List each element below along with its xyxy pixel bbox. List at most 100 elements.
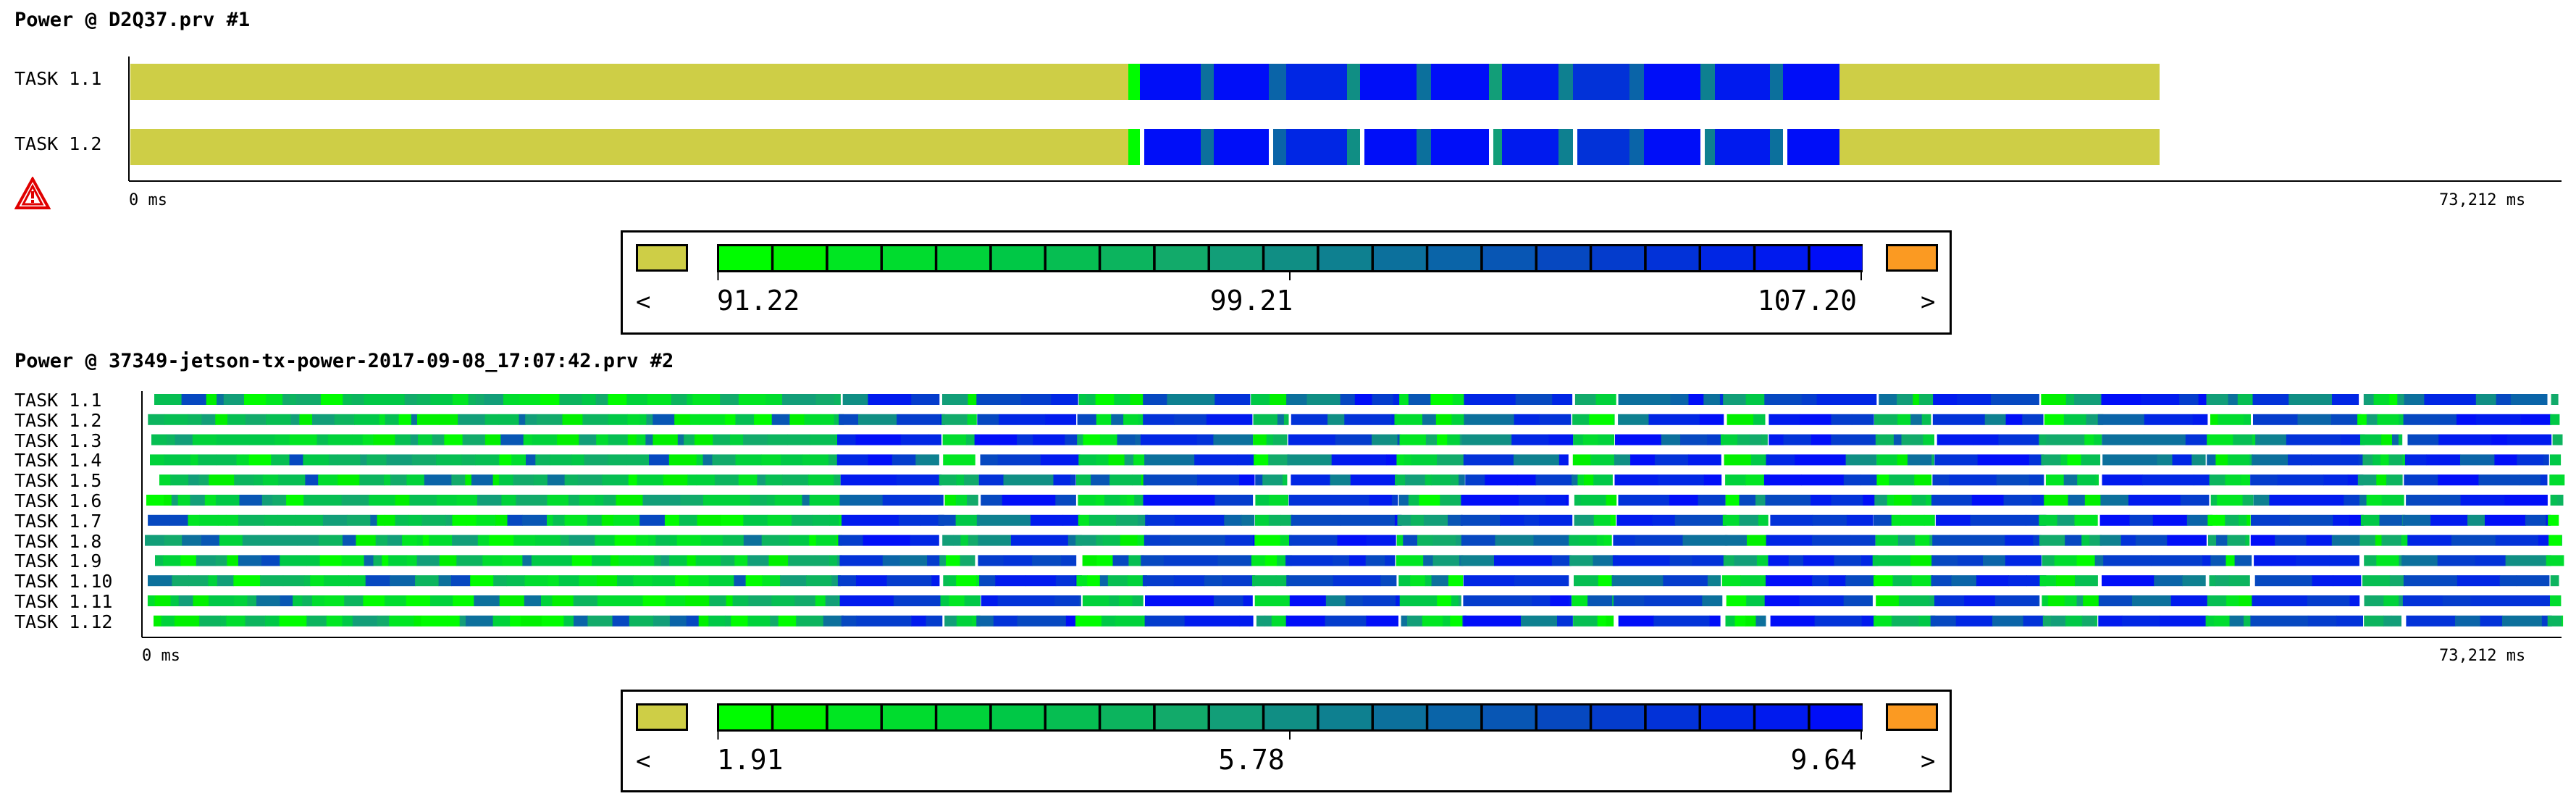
power-segment[interactable] <box>1003 555 1033 566</box>
power-segment[interactable] <box>327 434 353 445</box>
power-segment[interactable] <box>1128 129 1140 165</box>
power-segment[interactable] <box>722 495 751 506</box>
power-segment[interactable] <box>1811 495 1832 506</box>
power-segment[interactable] <box>1369 495 1393 506</box>
power-segment[interactable] <box>703 495 723 506</box>
power-segment[interactable] <box>1183 595 1214 606</box>
power-segment[interactable] <box>1366 535 1396 546</box>
power-segment[interactable] <box>2068 495 2086 506</box>
power-segment[interactable] <box>1432 555 1460 566</box>
power-segment[interactable] <box>444 434 463 445</box>
power-segment[interactable] <box>190 454 198 466</box>
power-segment[interactable] <box>1587 495 1607 506</box>
power-segment[interactable] <box>868 394 912 405</box>
power-segment[interactable] <box>815 394 835 405</box>
power-segment[interactable] <box>2039 575 2057 587</box>
power-segment[interactable] <box>1452 394 1464 405</box>
power-segment[interactable] <box>389 615 414 627</box>
power-segment[interactable] <box>2405 454 2427 466</box>
power-segment[interactable] <box>2099 514 2130 526</box>
power-segment[interactable] <box>1463 615 1522 627</box>
power-segment[interactable] <box>1734 615 1746 627</box>
power-segment[interactable] <box>1566 495 1569 506</box>
power-segment[interactable] <box>1618 394 1671 405</box>
power-segment[interactable] <box>164 495 172 506</box>
power-segment[interactable] <box>1891 615 1920 627</box>
power-segment[interactable] <box>1459 434 1462 445</box>
power-segment[interactable] <box>2292 495 2344 506</box>
power-segment[interactable] <box>1201 129 1214 165</box>
power-segment[interactable] <box>1709 615 1721 627</box>
power-segment[interactable] <box>342 615 353 627</box>
power-segment[interactable] <box>1910 414 1923 425</box>
power-segment[interactable] <box>1408 495 1419 506</box>
power-segment[interactable] <box>2557 495 2564 506</box>
power-segment[interactable] <box>1707 575 1721 587</box>
power-segment[interactable] <box>789 414 805 425</box>
power-segment[interactable] <box>430 595 453 606</box>
power-segment[interactable] <box>943 454 970 466</box>
power-segment[interactable] <box>169 514 189 526</box>
power-segment[interactable] <box>1464 414 1515 425</box>
power-segment[interactable] <box>2046 434 2057 445</box>
power-segment[interactable] <box>1096 454 1109 466</box>
power-segment[interactable] <box>1550 595 1569 606</box>
power-segment[interactable] <box>999 414 1046 425</box>
power-segment[interactable] <box>940 595 950 606</box>
power-segment[interactable] <box>1618 615 1654 627</box>
power-segment[interactable] <box>1120 495 1128 506</box>
power-segment[interactable] <box>2288 394 2333 405</box>
power-segment[interactable] <box>695 555 721 566</box>
power-segment[interactable] <box>1264 555 1277 566</box>
power-segment[interactable] <box>788 555 815 566</box>
power-segment[interactable] <box>1461 555 1495 566</box>
power-segment[interactable] <box>2234 555 2252 566</box>
power-segment[interactable] <box>1419 495 1440 506</box>
power-segment[interactable] <box>324 595 345 606</box>
power-segment[interactable] <box>1395 474 1406 486</box>
power-segment[interactable] <box>225 514 239 526</box>
power-segment[interactable] <box>1703 474 1722 486</box>
power-segment[interactable] <box>653 414 675 425</box>
chart2-row-6[interactable] <box>146 495 2564 506</box>
power-segment[interactable] <box>2252 454 2288 466</box>
power-segment[interactable] <box>1107 575 1128 587</box>
power-segment[interactable] <box>1117 434 1136 445</box>
chart2-row-4[interactable] <box>150 454 2562 466</box>
power-segment[interactable] <box>1237 454 1256 466</box>
power-segment[interactable] <box>1580 495 1587 506</box>
power-segment[interactable] <box>2081 535 2090 546</box>
power-segment[interactable] <box>547 555 573 566</box>
power-segment[interactable] <box>324 575 349 587</box>
power-segment[interactable] <box>2253 414 2298 425</box>
power-segment[interactable] <box>1574 394 1597 405</box>
power-segment[interactable] <box>1929 595 1935 606</box>
power-segment[interactable] <box>1104 495 1120 506</box>
power-segment[interactable] <box>1992 615 2024 627</box>
power-segment[interactable] <box>522 555 532 566</box>
power-segment[interactable] <box>547 575 560 587</box>
power-segment[interactable] <box>2095 514 2098 526</box>
power-segment[interactable] <box>452 394 469 405</box>
power-segment[interactable] <box>891 454 916 466</box>
power-segment[interactable] <box>506 575 525 587</box>
power-segment[interactable] <box>2008 575 2027 587</box>
power-segment[interactable] <box>373 555 382 566</box>
power-segment[interactable] <box>1770 615 1816 627</box>
power-segment[interactable] <box>1277 414 1285 425</box>
power-segment[interactable] <box>2505 555 2548 566</box>
power-segment[interactable] <box>234 595 248 606</box>
power-segment[interactable] <box>1017 434 1033 445</box>
power-segment[interactable] <box>2192 414 2208 425</box>
power-segment[interactable] <box>1843 595 1873 606</box>
power-segment[interactable] <box>695 434 713 445</box>
power-segment[interactable] <box>976 575 981 587</box>
power-segment[interactable] <box>1360 64 1417 100</box>
power-segment[interactable] <box>1955 615 1993 627</box>
power-segment[interactable] <box>1897 414 1911 425</box>
power-segment[interactable] <box>1875 434 1887 445</box>
power-segment[interactable] <box>1723 394 1747 405</box>
power-segment[interactable] <box>868 454 893 466</box>
power-segment[interactable] <box>2210 414 2218 425</box>
power-segment[interactable] <box>1618 414 1649 425</box>
